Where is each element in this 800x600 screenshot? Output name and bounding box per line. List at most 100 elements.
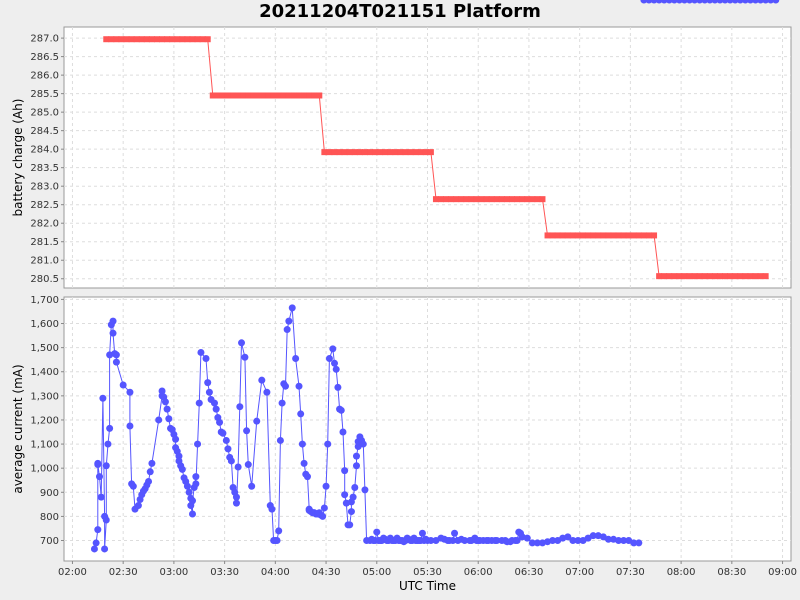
average-current-point (635, 539, 643, 547)
battery-charge-point (214, 92, 221, 99)
battery-charge-point (585, 232, 592, 239)
battery-charge-point (153, 36, 160, 43)
battery-charge-point (620, 232, 627, 239)
battery-charge-point (169, 36, 176, 43)
battery-charge-ytick-label: 287.0 (30, 34, 59, 45)
battery-charge-point (651, 232, 658, 239)
battery-charge-point (544, 232, 551, 239)
average-current-point (129, 482, 137, 490)
x-tick-label: 03:00 (159, 567, 188, 578)
battery-charge-point (509, 196, 516, 203)
average-current-y-axis-label: average current (mA) (11, 364, 25, 493)
average-current-point (604, 535, 612, 543)
battery-charge-point (640, 232, 647, 239)
average-current-point (329, 345, 337, 353)
battery-charge-point (524, 196, 531, 203)
average-current-point (283, 326, 291, 334)
battery-charge-point (666, 273, 673, 280)
battery-charge-point (443, 196, 450, 203)
battery-charge-point (179, 36, 186, 43)
battery-charge-point (321, 149, 328, 156)
battery-charge-point (676, 273, 683, 280)
average-current-point (352, 462, 360, 470)
average-current-ytick-label: 700 (40, 536, 59, 547)
x-axis: 02:00 02:30 03:00 03:30 04:00 04:30 05:00 05:30… (58, 561, 797, 578)
battery-charge-ytick-label: 286.5 (30, 52, 59, 63)
average-current-point (155, 416, 163, 424)
average-current-point (236, 403, 244, 411)
battery-charge-point (245, 92, 252, 99)
battery-charge-point (184, 36, 191, 43)
battery-charge-point (610, 232, 617, 239)
battery-charge-point (742, 273, 749, 280)
average-current-point (90, 545, 98, 553)
battery-charge-point (564, 232, 571, 239)
battery-charge-point (463, 196, 470, 203)
battery-charge-point (326, 149, 333, 156)
average-current-point (112, 358, 120, 366)
average-current-point (427, 537, 435, 545)
average-current-point (337, 406, 345, 414)
average-current-point (232, 493, 240, 501)
average-current-point (243, 427, 251, 435)
x-tick-label: 09:00 (768, 567, 797, 578)
battery-charge-point (280, 92, 287, 99)
battery-charge-y-axis-label: battery charge (Ah) (11, 99, 25, 217)
battery-charge-point (387, 149, 394, 156)
battery-charge-point (448, 196, 455, 203)
battery-charge-point (534, 196, 541, 203)
average-current-panel: 1,700 1,600 1,500 1,400 1,300 1,200 1,100 1,000… (11, 0, 792, 562)
average-current-point (212, 405, 220, 413)
average-current-point (92, 539, 100, 547)
battery-charge-point (331, 149, 338, 156)
battery-charge-point (306, 92, 313, 99)
average-current-point (523, 534, 531, 542)
battery-charge-point (235, 92, 242, 99)
average-current-point (94, 461, 102, 469)
battery-charge-point (230, 92, 237, 99)
average-current-point (188, 497, 196, 505)
average-current-point (461, 537, 469, 545)
average-current-point (451, 529, 459, 537)
average-current-point (146, 468, 154, 476)
battery-charge-point (407, 149, 414, 156)
average-current-point (216, 418, 224, 426)
battery-charge-point (473, 196, 480, 203)
average-current-point (165, 415, 173, 423)
average-current-point (418, 529, 426, 537)
battery-charge-ytick-label: 283.0 (30, 182, 59, 193)
average-current-point (104, 440, 112, 448)
battery-charge-point (336, 149, 343, 156)
battery-charge-point (382, 149, 389, 156)
average-current-point (97, 493, 105, 501)
average-current-point (192, 480, 200, 488)
x-tick-label: 06:30 (515, 567, 544, 578)
battery-charge-point (737, 273, 744, 280)
average-current-point (126, 388, 134, 396)
battery-charge-point (290, 92, 297, 99)
battery-charge-ytick-label: 285.0 (30, 108, 59, 119)
battery-charge-point (367, 149, 374, 156)
battery-charge-point (422, 149, 429, 156)
battery-charge-point (356, 149, 363, 156)
x-tick-label: 04:30 (312, 567, 341, 578)
average-current-point (772, 0, 780, 4)
x-axis-label: UTC Time (399, 579, 456, 593)
battery-charge-ytick-label: 286.0 (30, 71, 59, 82)
battery-charge-point (361, 149, 368, 156)
average-current-ytick-label: 1,000 (30, 464, 59, 475)
battery-charge-point (493, 196, 500, 203)
battery-charge-point (255, 92, 262, 99)
battery-charge-point (128, 36, 135, 43)
battery-charge-point (498, 196, 505, 203)
battery-charge-point (159, 36, 166, 43)
average-current-point (197, 348, 205, 356)
x-tick-label: 03:30 (210, 567, 239, 578)
battery-charge-point (113, 36, 120, 43)
battery-charge-point (346, 149, 353, 156)
battery-charge-ytick-label: 282.0 (30, 219, 59, 230)
x-tick-label: 07:00 (565, 567, 594, 578)
average-current-point (241, 353, 249, 361)
battery-charge-point (722, 273, 729, 280)
battery-charge-point (224, 92, 231, 99)
